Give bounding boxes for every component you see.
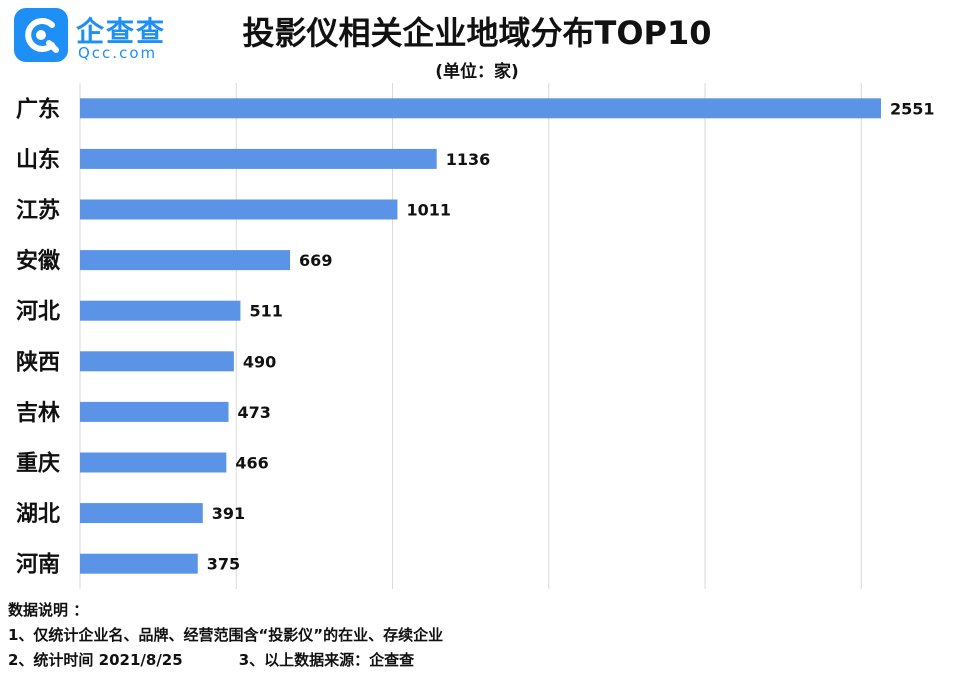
bar [80, 98, 881, 119]
category-label: 湖北 [16, 502, 60, 527]
notes-line-2: 2、统计时间 2021/8/25 3、以上数据来源：企查查 [8, 648, 443, 673]
value-label: 375 [207, 555, 240, 574]
value-label: 2551 [890, 99, 935, 118]
bar [80, 300, 241, 321]
category-label: 重庆 [16, 451, 60, 477]
value-label: 391 [212, 504, 245, 523]
category-label: 安徽 [16, 248, 61, 274]
value-label: 473 [238, 403, 271, 422]
bar [80, 250, 291, 271]
category-label: 山东 [16, 147, 60, 173]
notes-line-1: 1、仅统计企业名、品牌、经营范围含“投影仪”的在业、存续企业 [8, 626, 444, 644]
bar [80, 401, 229, 422]
value-label: 1136 [446, 150, 491, 169]
value-label: 490 [243, 352, 276, 371]
category-label: 陕西 [16, 350, 60, 375]
category-label: 广东 [16, 96, 60, 122]
category-label: 河北 [16, 300, 60, 325]
bar [80, 199, 398, 220]
notes-source: 3、以上数据来源：企查查 [238, 651, 415, 669]
logo-name-en: Qcc.com [78, 44, 158, 62]
category-label: 河南 [16, 553, 60, 578]
category-label: 江苏 [16, 198, 60, 224]
bar [80, 553, 198, 574]
category-label: 吉林 [16, 400, 60, 426]
chart-unit: (单位：家) [435, 62, 519, 82]
bar [80, 503, 203, 524]
qcc-logo: 企查查 Qcc.com [14, 8, 184, 64]
logo-name-cn: 企查查 [76, 15, 167, 48]
value-label: 669 [299, 251, 332, 270]
qcc-logo-icon [14, 8, 68, 62]
bar [80, 148, 437, 169]
chart-title: 投影仪相关企业地域分布TOP10 [242, 14, 712, 52]
data-notes: 数据说明 ： 1、仅统计企业名、品牌、经营范围含“投影仪”的在业、存续企业 2、… [8, 598, 443, 673]
value-labels: 2551 1136 1011 669 511 490 473 466 391 375 [207, 99, 935, 573]
bar [80, 351, 234, 372]
notes-heading: 数据说明 ： [8, 601, 89, 619]
notes-date: 2、统计时间 2021/8/25 [8, 651, 183, 669]
value-label: 1011 [406, 201, 451, 220]
value-label: 466 [235, 454, 268, 473]
value-label: 511 [249, 302, 282, 321]
bars [80, 98, 881, 574]
bar [80, 452, 227, 473]
